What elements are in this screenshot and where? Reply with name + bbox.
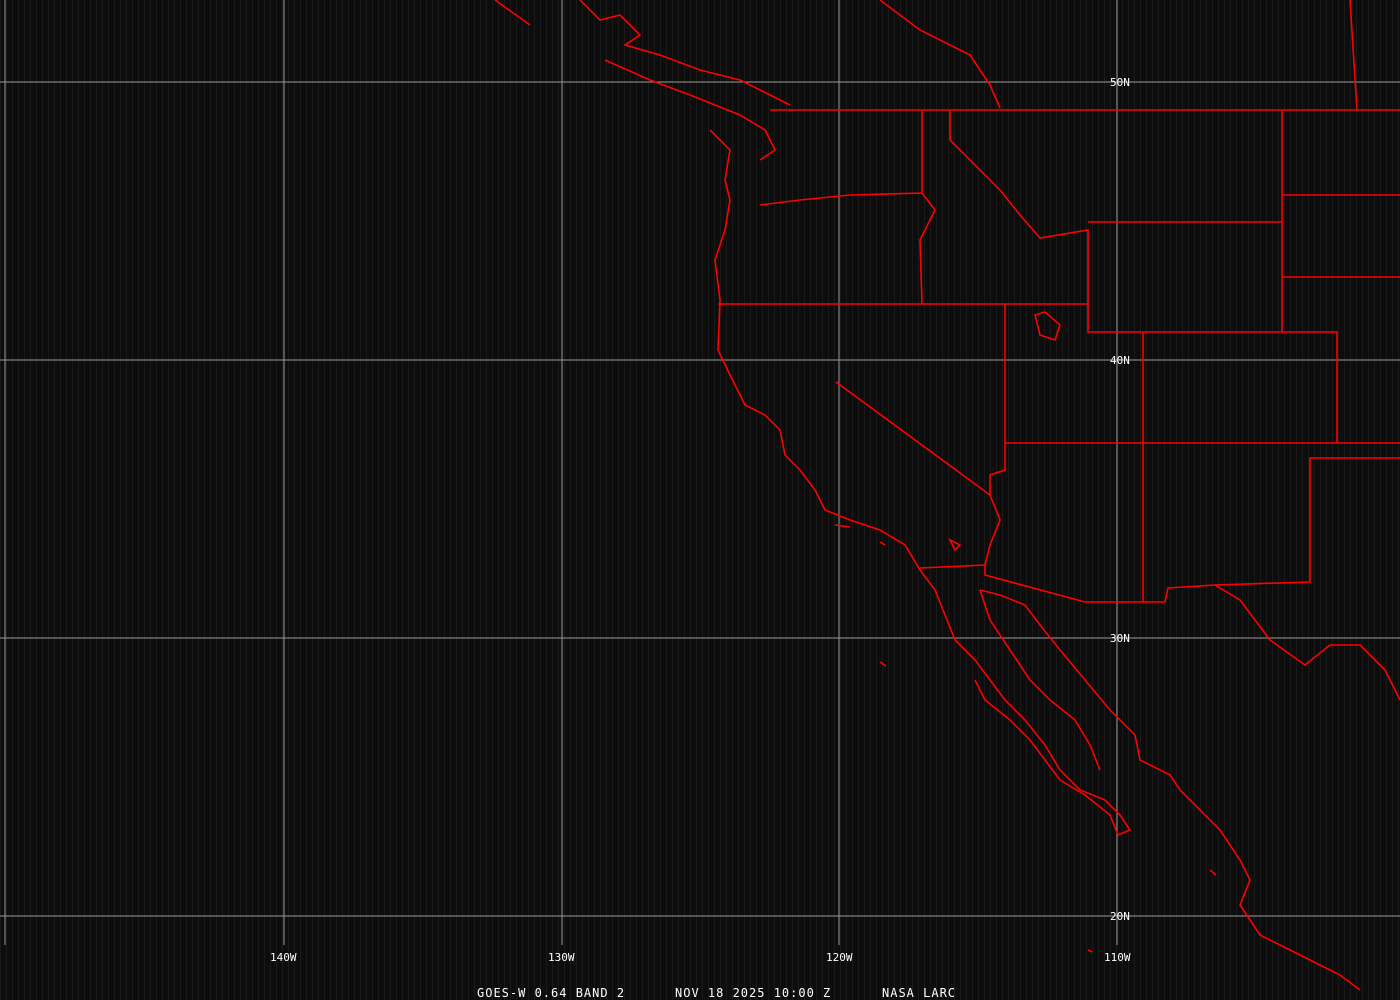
caption-satellite: GOES-W 0.64 BAND 2 [477,986,625,1000]
lon-label-120w: 120W [826,951,853,964]
lat-label-40n: 40N [1110,354,1130,367]
lon-label-110w: 110W [1104,951,1131,964]
coastline-gulf-of-california [979,589,1361,991]
canada-border [770,0,1400,111]
coastlines-and-borders [494,0,1400,991]
caption-bar: GOES-W 0.64 BAND 2 NOV 18 2025 10:00 Z N… [477,986,956,1000]
coastline-west [494,0,1132,837]
lon-label-130w: 130W [548,951,575,964]
channel-islands [834,524,1217,953]
caption-source: NASA LARC [882,986,956,1000]
longitude-labels: 140W 130W 120W 110W [270,951,1131,964]
latitude-labels: 50N 40N 30N 20N [1110,76,1130,923]
lat-label-20n: 20N [1110,910,1130,923]
lat-label-30n: 30N [1110,632,1130,645]
great-salt-lake [1034,311,1061,342]
coastline-mexico-gulf [1214,584,1400,701]
caption-datetime: NOV 18 2025 10:00 Z [675,986,831,1000]
lon-label-140w: 140W [270,951,297,964]
state-borders [718,110,1400,603]
lat-label-50n: 50N [1110,76,1130,89]
lat-lon-grid [0,0,1400,945]
